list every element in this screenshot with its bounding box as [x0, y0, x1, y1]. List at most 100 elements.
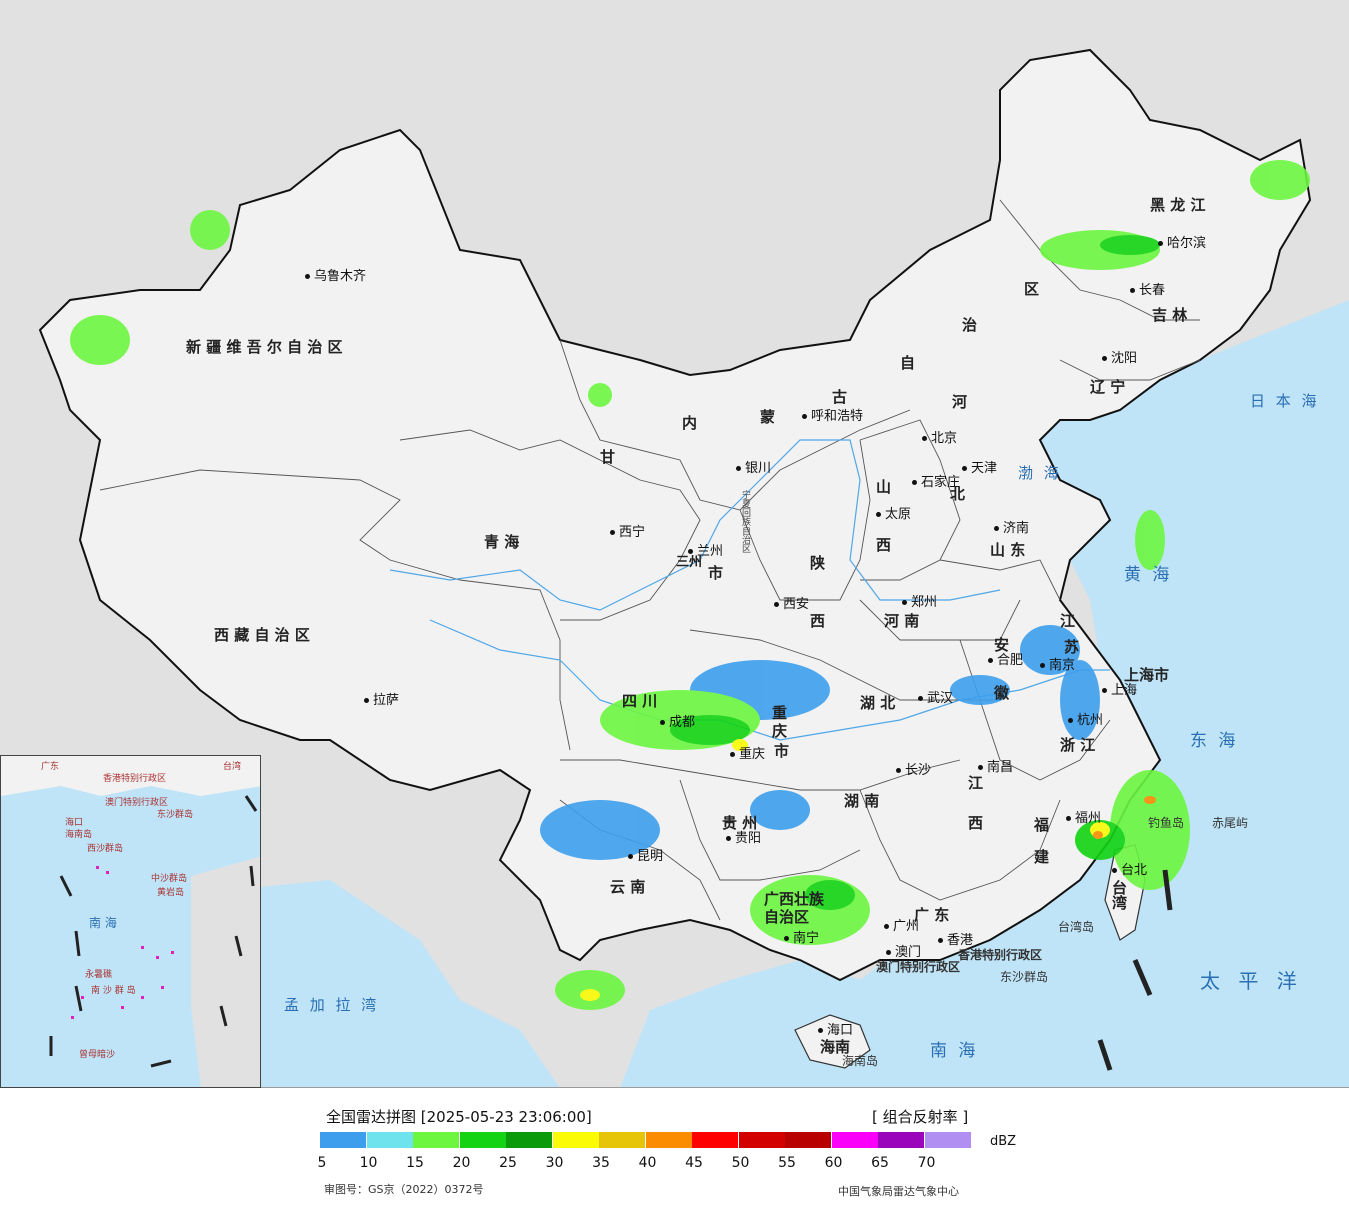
island-label: 澳门特别行政区: [876, 960, 961, 974]
city-label: 拉萨: [364, 694, 399, 708]
inset-label: 南 沙 群 岛: [91, 986, 136, 996]
city-label: 海口: [818, 1024, 853, 1038]
city-label: 成都: [660, 716, 695, 730]
province-label: 安: [994, 636, 1010, 654]
city-label: 银川: [736, 462, 771, 476]
radar-echoes: [70, 160, 1310, 1010]
province-label: 庆: [772, 722, 788, 740]
legend: [0, 1089, 1349, 1208]
city-label: 台北: [1112, 864, 1147, 878]
province-label: 西: [968, 814, 984, 832]
province-label: 市: [708, 564, 724, 582]
province-label: 西: [810, 612, 826, 630]
province-label: 西: [876, 536, 892, 554]
island-label: 赤尾屿: [1212, 816, 1249, 830]
scale-tick-label: 30: [545, 1155, 564, 1171]
province-label: 山 东: [990, 541, 1026, 559]
city-label: 重庆: [730, 748, 765, 762]
province-label: 区: [1024, 280, 1040, 298]
province-label: 三州: [676, 555, 703, 570]
province-label: 云 南: [610, 878, 646, 896]
province-label: 青 海: [484, 533, 520, 551]
city-label: 上海: [1102, 684, 1137, 698]
province-label: 古: [832, 388, 848, 406]
city-label: 贵阳: [726, 832, 761, 846]
province-label: 甘: [600, 448, 616, 466]
sea-label: 黄 海: [1124, 565, 1173, 585]
city-label: 兰州: [688, 545, 723, 559]
sea-label: 渤 海: [1018, 464, 1062, 482]
inset-label: 香港特别行政区: [103, 774, 167, 784]
color-swatch: [785, 1132, 831, 1148]
city-label: 北京: [922, 432, 957, 446]
province-label: 湖 南: [844, 792, 880, 810]
color-swatch: [366, 1132, 413, 1148]
color-swatch: [645, 1132, 692, 1148]
city-label: 杭州: [1068, 714, 1103, 728]
province-label: 自治区: [764, 908, 810, 926]
province-label: 四 川: [622, 692, 658, 710]
scale-tick-label: 10: [359, 1155, 378, 1171]
scale-tick-label: 20: [452, 1155, 471, 1171]
color-swatch: [552, 1132, 599, 1148]
city-label: 南昌: [978, 761, 1013, 775]
province-label: 江: [968, 774, 984, 792]
province-label: 苏: [1064, 638, 1080, 656]
city-label: 西安: [774, 598, 809, 612]
city-label: 福州: [1066, 812, 1101, 826]
province-label: 浙 江: [1060, 736, 1096, 754]
province-label: 辽 宁: [1090, 378, 1126, 396]
city-label: 长沙: [896, 764, 931, 778]
inset-label: 台湾: [223, 762, 242, 772]
province-label: 贵 州: [722, 814, 758, 832]
province-label: 吉 林: [1152, 306, 1188, 324]
city-label: 合肥: [988, 654, 1023, 668]
source-credit: 中国气象局雷达气象中心: [838, 1185, 959, 1198]
scale-tick-label: 55: [778, 1155, 796, 1171]
province-label: 上海市: [1124, 666, 1170, 684]
scale-tick-label: 25: [499, 1155, 517, 1171]
city-label: 长春: [1130, 284, 1165, 298]
province-label: 福: [1034, 816, 1050, 834]
island-label: 台湾岛: [1058, 920, 1095, 934]
inset-label: 海口: [65, 818, 84, 828]
city-label: 昆明: [628, 850, 663, 864]
color-swatch: [599, 1132, 645, 1148]
island-label: 钓鱼岛: [1148, 816, 1185, 830]
scale-tick-label: 5: [317, 1155, 327, 1171]
city-label: 武汉: [918, 692, 953, 706]
island-label: 东沙群岛: [1000, 970, 1049, 984]
province-label: 建: [1034, 848, 1050, 866]
province-label: 蒙: [760, 408, 776, 426]
inset-canvas: [1, 756, 260, 1087]
province-label: 河 南: [884, 612, 920, 630]
province-label: 广西壮族: [764, 890, 825, 908]
province-label: 陕: [810, 554, 826, 572]
city-label: 太原: [876, 508, 911, 522]
city-label: 郑州: [902, 596, 937, 610]
legend-unit: dBZ: [990, 1134, 1017, 1149]
province-label: 市: [774, 742, 790, 760]
city-label: 哈尔滨: [1158, 237, 1206, 251]
color-swatch: [831, 1132, 878, 1148]
inset-label: 南 海: [89, 916, 117, 930]
province-label: 西 藏 自 治 区: [214, 626, 310, 644]
province-label: 江: [1060, 612, 1076, 630]
province-label: 河: [952, 393, 968, 411]
scale-tick-label: 35: [592, 1155, 610, 1171]
sea-label: 太 平 洋: [1200, 969, 1303, 993]
province-label: 北: [950, 485, 966, 503]
inset-label: 永暑礁: [85, 970, 113, 980]
scale-tick-label: 15: [406, 1155, 424, 1171]
city-label: 呼和浩特: [802, 410, 863, 424]
color-swatch: [320, 1132, 366, 1148]
color-swatch: [506, 1132, 552, 1148]
island-label: 海南岛: [842, 1054, 879, 1068]
province-label: 徽: [994, 684, 1010, 702]
inset-label: 黄岩岛: [157, 888, 185, 898]
sea-label: 孟 加 拉 湾: [284, 996, 380, 1014]
city-label: 广州: [884, 920, 919, 934]
inset-label: 海南岛: [65, 830, 93, 840]
city-label: 西宁: [610, 526, 645, 540]
province-label: 新 疆 维 吾 尔 自 治 区: [186, 338, 343, 356]
